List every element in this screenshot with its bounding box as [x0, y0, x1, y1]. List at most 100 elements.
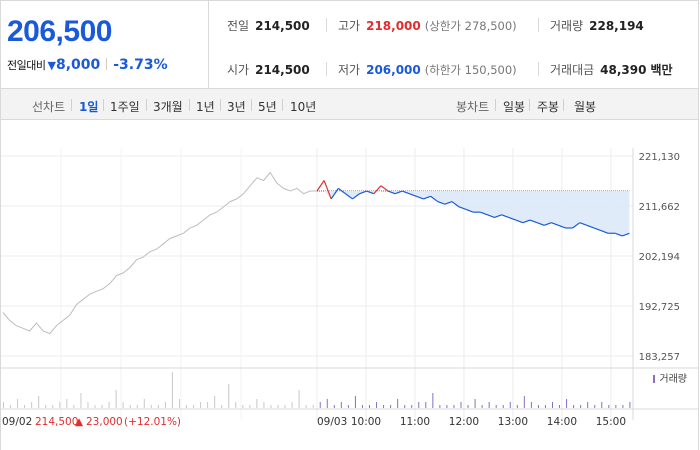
volume-bar: [122, 402, 124, 408]
volume-bar: [481, 405, 483, 408]
today-price-segment: [430, 195, 439, 203]
stat-label: 고가: [338, 19, 361, 33]
stat-label: 거래대금: [550, 63, 595, 77]
price-chart: 221,130 211,662 202,194 192,725 183,257 거래량 09…: [1, 148, 698, 428]
volume-bar: [228, 384, 230, 408]
volume-bar: [150, 405, 152, 408]
divider: [326, 62, 327, 76]
stat-turnover: 거래대금 48,390 백만: [550, 61, 673, 78]
volume-bar: [73, 405, 75, 408]
stat-low: 저가 206,000 (하한가 150,500): [338, 61, 517, 78]
volume-bar: [601, 402, 603, 408]
today-price-segment: [515, 219, 524, 224]
volume-bar: [418, 402, 420, 408]
today-price-segment: [480, 211, 488, 216]
volume-bar: [523, 396, 525, 408]
stat-volume: 거래량 228,194: [550, 17, 644, 34]
volume-bar: [291, 402, 293, 408]
upper-limit: (상한가 278,500): [424, 19, 517, 33]
prev-change-pct-label: (+12.01%): [124, 416, 181, 428]
tab-1day[interactable]: 1일: [79, 100, 99, 114]
today-price-segment: [401, 190, 410, 195]
today-price-segment: [579, 222, 588, 226]
volume-bar: [488, 402, 490, 408]
today-price-segment: [373, 185, 382, 195]
volume-bar: [453, 405, 455, 408]
tab-3years[interactable]: 3년: [227, 100, 246, 114]
divider: [282, 99, 283, 111]
volume-bar: [425, 402, 427, 408]
volume-bar: [270, 405, 272, 408]
today-price-segment: [366, 190, 375, 195]
tab-1year[interactable]: 1년: [196, 100, 215, 114]
volume-bar: [361, 405, 363, 408]
stat-label: 전일: [227, 19, 250, 33]
tab-10years[interactable]: 10년: [290, 100, 317, 114]
today-price-segment: [501, 214, 509, 218]
volume-bar: [38, 396, 40, 408]
today-price-segment: [316, 180, 325, 192]
divider: [103, 99, 104, 111]
volume-bar: [516, 405, 518, 408]
volume-bar: [31, 402, 33, 408]
today-price-segment: [337, 187, 346, 195]
volume-bar: [608, 405, 610, 408]
today-price-segment: [380, 185, 389, 192]
candle-chart-label: 봉차트: [456, 100, 490, 114]
volume-bar: [284, 405, 286, 408]
volume-bar: [136, 405, 138, 408]
volume-bar: [439, 405, 441, 408]
stat-label: 거래량: [550, 19, 584, 33]
y-tick-label: 192,725: [639, 302, 680, 313]
divider: [251, 99, 252, 111]
x-label-today-date: 09/03: [317, 416, 347, 428]
volume-bar: [580, 405, 582, 408]
today-price-segment: [593, 227, 602, 232]
x-label-hour: 15:00: [596, 416, 626, 428]
today-price-segment: [487, 214, 495, 218]
volume-legend-swatch: [653, 375, 655, 383]
divider: [106, 58, 108, 70]
volume-bar: [108, 402, 110, 408]
today-price-segment: [536, 222, 545, 226]
tab-weekly-candle[interactable]: 주봉: [537, 100, 560, 114]
volume-bar: [340, 402, 342, 408]
divider: [220, 99, 221, 111]
tab-5years[interactable]: 5년: [258, 100, 277, 114]
below-reference-fill: [317, 191, 630, 236]
tab-monthly-candle[interactable]: 월봉: [574, 100, 597, 114]
volume-bar: [474, 399, 476, 408]
stat-unit: 백만: [650, 63, 673, 77]
volume-bar: [185, 405, 187, 408]
volume-bar: [59, 402, 61, 408]
today-price-segment: [458, 206, 467, 211]
volume-bar: [354, 396, 356, 408]
volume-bar: [101, 405, 103, 408]
down-triangle-icon: ▼: [47, 59, 56, 72]
tab-1week[interactable]: 1주일: [110, 100, 140, 114]
volume-bar: [235, 402, 237, 408]
volume-bar: [249, 405, 251, 408]
x-label-hour: 11:00: [400, 416, 430, 428]
y-tick-label: 211,662: [639, 202, 680, 213]
divider: [495, 99, 496, 111]
volume-bar: [221, 405, 223, 408]
tab-daily-candle[interactable]: 일봉: [503, 100, 526, 114]
prev-change-label: 23,000: [86, 416, 123, 428]
volume-bar: [207, 402, 209, 408]
today-price-segment: [394, 190, 403, 195]
today-price-segment: [544, 222, 552, 226]
volume-bar: [3, 402, 4, 408]
volume-bar: [594, 405, 596, 408]
volume-bar: [305, 405, 307, 408]
volume-bar: [319, 402, 321, 408]
x-label-hour: 12:00: [449, 416, 479, 428]
volume-bar: [432, 393, 434, 408]
volume-bar: [200, 402, 202, 408]
today-price-segment: [600, 230, 609, 234]
today-price-segment: [352, 193, 360, 200]
volume-bar: [143, 399, 145, 408]
volume-bar: [129, 405, 131, 408]
stat-label: 시가: [227, 63, 250, 77]
tab-3months[interactable]: 3개월: [153, 100, 183, 114]
